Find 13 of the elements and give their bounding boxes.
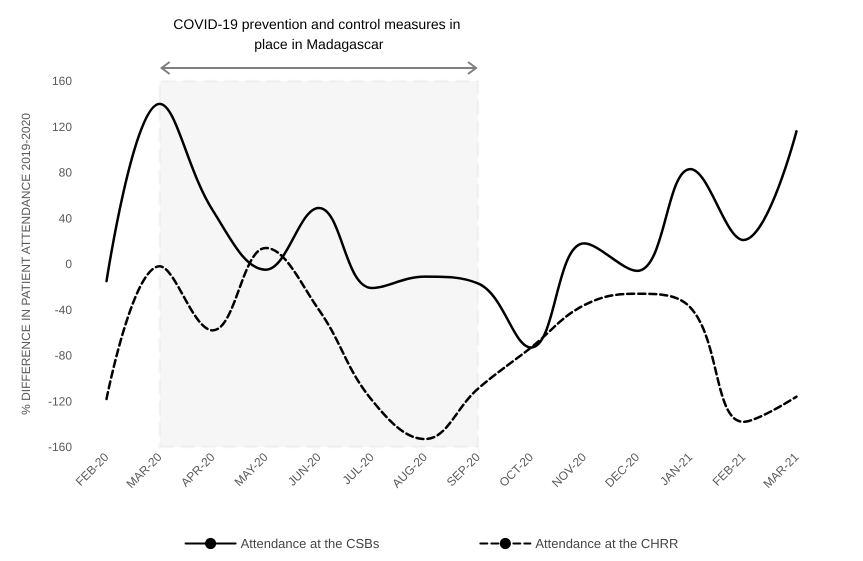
band-label: COVID-19 prevention and control measures in place in Madagascar [173, 16, 464, 52]
y-tick-label: 40 [58, 211, 72, 226]
y-tick-label: -160 [48, 440, 72, 454]
y-tick-label: -120 [48, 394, 72, 408]
y-tick-label: 80 [58, 166, 72, 180]
y-tick-label: 160 [52, 74, 72, 88]
y-tick-label: 120 [52, 120, 72, 134]
legend-label: Attendance at the CHRR [535, 536, 678, 551]
y-tick-label: -40 [54, 302, 72, 317]
y-tick-label: 0 [65, 257, 72, 271]
y-tick-label: -80 [54, 348, 72, 362]
y-axis-title: % DIFFERENCE IN PATIENT ATTENDANCE 2019-2020 [19, 112, 33, 415]
legend-label: Attendance at the CSBs [240, 536, 380, 551]
